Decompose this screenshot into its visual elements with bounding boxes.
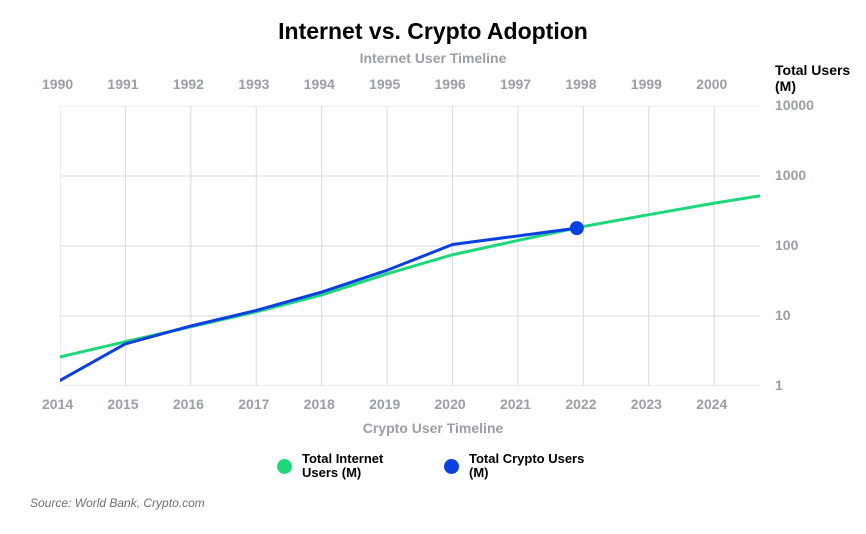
x-bottom-tick: 2023 — [631, 396, 662, 412]
plot-area — [60, 106, 760, 386]
legend-item: Total Internet Users (M) — [277, 452, 422, 481]
x-top-tick: 1994 — [304, 76, 335, 92]
x-top-tick: 1998 — [565, 76, 596, 92]
y-tick: 10 — [775, 307, 791, 323]
source-text: World Bank, Crypto.com — [75, 496, 205, 510]
x-top-tick: 1996 — [435, 76, 466, 92]
x-bottom-tick: 2014 — [42, 396, 73, 412]
legend-item: Total Crypto Users (M) — [444, 452, 589, 481]
legend-dot-icon — [277, 459, 292, 474]
y-tick: 100 — [775, 237, 798, 253]
x-bottom-tick: 2022 — [565, 396, 596, 412]
y-axis-title: Total Users (M) — [775, 62, 865, 94]
x-top-tick: 1991 — [107, 76, 138, 92]
series-line-1 — [60, 228, 577, 380]
y-tick: 1000 — [775, 167, 806, 183]
legend-dot-icon — [444, 459, 459, 474]
bottom-axis-label: Crypto User Timeline — [0, 420, 866, 436]
source-prefix: Source: — [30, 496, 75, 510]
legend-label: Total Internet Users (M) — [302, 452, 422, 481]
x-bottom-tick: 2021 — [500, 396, 531, 412]
legend-label: Total Crypto Users (M) — [469, 452, 589, 481]
x-bottom-tick: 2015 — [107, 396, 138, 412]
x-top-tick: 1999 — [631, 76, 662, 92]
x-top-tick: 1993 — [238, 76, 269, 92]
x-top-tick: 1992 — [173, 76, 204, 92]
x-top-tick: 1995 — [369, 76, 400, 92]
x-top-tick: 1997 — [500, 76, 531, 92]
top-axis-label: Internet User Timeline — [0, 50, 866, 66]
plot-svg — [60, 106, 760, 386]
source-line: Source: World Bank, Crypto.com — [30, 496, 205, 510]
x-top-tick: 1990 — [42, 76, 73, 92]
y-tick: 1 — [775, 377, 783, 393]
chart-container: Internet vs. Crypto Adoption Internet Us… — [0, 0, 866, 534]
x-bottom-tick: 2016 — [173, 396, 204, 412]
x-bottom-tick: 2020 — [435, 396, 466, 412]
legend: Total Internet Users (M) Total Crypto Use… — [0, 452, 866, 481]
x-bottom-tick: 2017 — [238, 396, 269, 412]
x-bottom-tick: 2024 — [696, 396, 727, 412]
chart-title: Internet vs. Crypto Adoption — [0, 18, 866, 45]
y-tick: 10000 — [775, 97, 814, 113]
x-bottom-tick: 2019 — [369, 396, 400, 412]
x-top-tick: 2000 — [696, 76, 727, 92]
series-end-marker — [570, 221, 584, 235]
x-bottom-tick: 2018 — [304, 396, 335, 412]
